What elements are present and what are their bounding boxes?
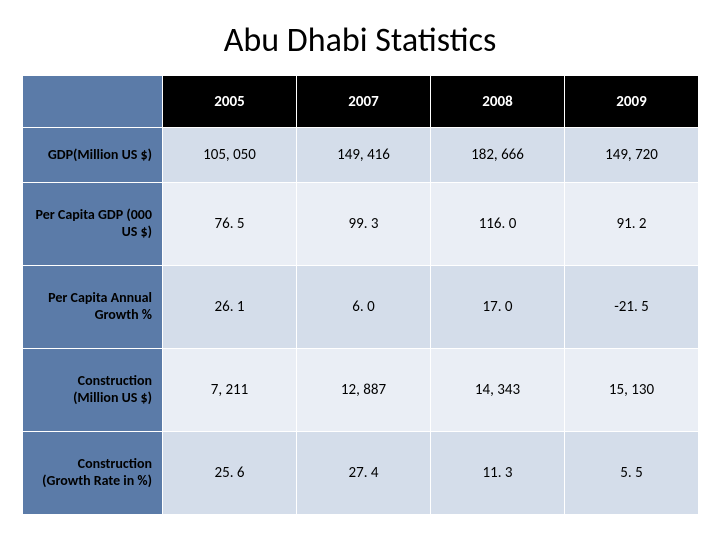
row-header: Construction (Million US $) <box>23 349 163 432</box>
table-row: Per Capita Annual Growth % 26. 1 6. 0 17… <box>23 266 699 349</box>
row-header: Per Capita GDP (000 US $) <box>23 183 163 266</box>
table-cell: 149, 416 <box>297 128 431 183</box>
col-header: 2009 <box>565 76 699 128</box>
stats-table: 2005 2007 2008 2009 GDP(Million US $) 10… <box>22 75 699 515</box>
table-cell: 11. 3 <box>431 432 565 515</box>
table-cell: 91. 2 <box>565 183 699 266</box>
table-cell: 12, 887 <box>297 349 431 432</box>
table-cell: 149, 720 <box>565 128 699 183</box>
table-cell: 25. 6 <box>163 432 297 515</box>
table-row: Per Capita GDP (000 US $) 76. 5 99. 3 11… <box>23 183 699 266</box>
table-cell: 14, 343 <box>431 349 565 432</box>
row-header: Per Capita Annual Growth % <box>23 266 163 349</box>
table-row: GDP(Million US $) 105, 050 149, 416 182,… <box>23 128 699 183</box>
col-header: 2007 <box>297 76 431 128</box>
page-title: Abu Dhabi Statistics <box>22 20 698 61</box>
table-header-row: 2005 2007 2008 2009 <box>23 76 699 128</box>
row-header: Construction (Growth Rate in %) <box>23 432 163 515</box>
table-cell: -21. 5 <box>565 266 699 349</box>
table-cell: 99. 3 <box>297 183 431 266</box>
table-row: Construction (Million US $) 7, 211 12, 8… <box>23 349 699 432</box>
table-cell: 76. 5 <box>163 183 297 266</box>
table-corner <box>23 76 163 128</box>
row-header: GDP(Million US $) <box>23 128 163 183</box>
table-cell: 105, 050 <box>163 128 297 183</box>
table-cell: 6. 0 <box>297 266 431 349</box>
table-cell: 5. 5 <box>565 432 699 515</box>
slide: Abu Dhabi Statistics 2005 2007 2008 2009… <box>0 0 720 540</box>
table-cell: 182, 666 <box>431 128 565 183</box>
col-header: 2005 <box>163 76 297 128</box>
table-cell: 27. 4 <box>297 432 431 515</box>
table-cell: 7, 211 <box>163 349 297 432</box>
table-cell: 15, 130 <box>565 349 699 432</box>
table-cell: 17. 0 <box>431 266 565 349</box>
table-cell: 26. 1 <box>163 266 297 349</box>
table-row: Construction (Growth Rate in %) 25. 6 27… <box>23 432 699 515</box>
col-header: 2008 <box>431 76 565 128</box>
table-cell: 116. 0 <box>431 183 565 266</box>
